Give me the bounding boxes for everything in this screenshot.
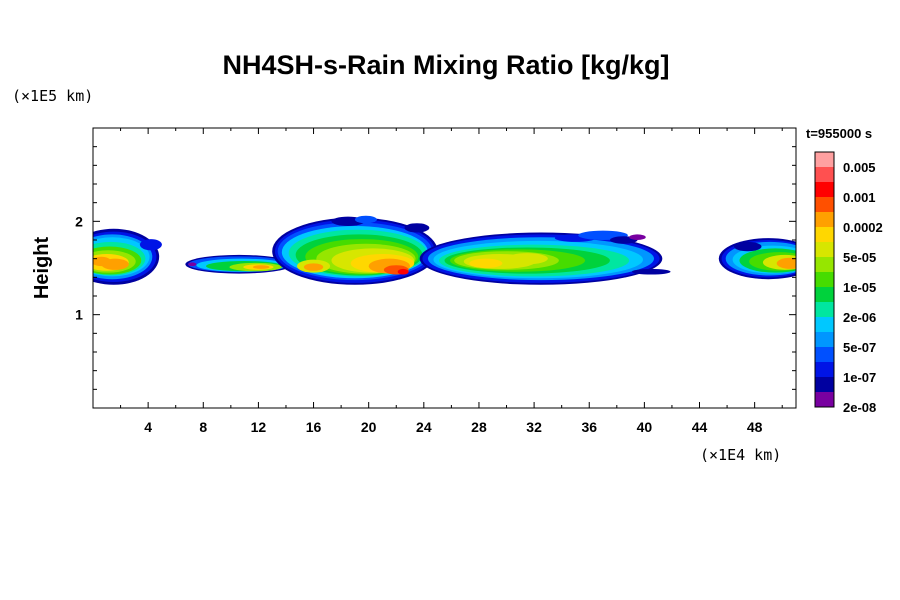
colorbar-swatch — [815, 227, 834, 242]
cloud-fragment — [188, 262, 197, 267]
cloud-contour — [252, 265, 270, 269]
x-tick-label: 4 — [144, 419, 152, 435]
colorbar-frame — [814, 151, 835, 408]
cloud-fragment — [631, 268, 671, 275]
x-tick-label: 36 — [581, 419, 597, 435]
x-tick-label: 44 — [692, 419, 708, 435]
y-axis-label: Height — [31, 237, 53, 300]
x-unit-label: (×1E4 km) — [700, 446, 781, 464]
cloud-region — [419, 232, 663, 285]
colorbar-swatch — [815, 272, 834, 287]
colorbar-label: 2e-06 — [843, 310, 876, 325]
y-tick-label: 2 — [75, 213, 83, 229]
cloud-region — [272, 217, 438, 285]
colorbar-label: 5e-07 — [843, 340, 876, 355]
colorbar-swatch — [815, 287, 834, 302]
colorbar-swatch — [815, 167, 834, 182]
colorbar-label: 2e-08 — [843, 400, 876, 415]
x-tick-label: 12 — [251, 419, 267, 435]
time-label: t=955000 s — [806, 126, 872, 141]
cloud-fragment — [404, 223, 430, 233]
cloud-field — [93, 215, 796, 285]
colorbar-label: 1e-07 — [843, 370, 876, 385]
y-unit-label: (×1E5 km) — [12, 87, 93, 105]
cloud-region — [185, 254, 293, 274]
x-tick-label: 40 — [637, 419, 653, 435]
x-tick-label: 28 — [471, 419, 487, 435]
chart-title: NH4SH-s-Rain Mixing Ratio [kg/kg] — [222, 50, 669, 80]
cloud-fragment — [139, 239, 162, 251]
cloud-contour — [397, 268, 409, 275]
cloud-fragments — [139, 215, 762, 275]
colorbar-swatch — [815, 392, 834, 407]
cloud-region — [93, 228, 160, 285]
cloud-fragment — [629, 234, 646, 240]
colorbar-swatch — [815, 377, 834, 392]
colorbar-swatch — [815, 302, 834, 317]
colorbar-label: 0.005 — [843, 160, 876, 175]
plot-frame — [92, 127, 797, 409]
colorbar-swatch — [815, 332, 834, 347]
colorbar-label: 0.001 — [843, 190, 876, 205]
cloud-contour — [303, 263, 324, 271]
colorbar-swatch — [815, 152, 834, 167]
x-tick-label: 48 — [747, 419, 763, 435]
colorbar-swatch — [815, 197, 834, 212]
x-tick-label: 8 — [199, 419, 207, 435]
colorbar-swatch — [815, 347, 834, 362]
x-tick-label: 20 — [361, 419, 377, 435]
colorbar-label: 1e-05 — [843, 280, 876, 295]
x-tick-label: 16 — [306, 419, 322, 435]
colorbar-swatch — [815, 257, 834, 272]
x-tick-label: 24 — [416, 419, 432, 435]
x-tick-label: 32 — [526, 419, 542, 435]
cloud-region — [718, 238, 796, 280]
colorbar: 0.005 0.001 0.0002 5e-05 1e-05 2e-06 5e-07 1e-0… — [814, 151, 883, 415]
y-tick-label: 1 — [75, 307, 83, 323]
cloud-fragment — [733, 241, 762, 252]
cloud-contour — [469, 258, 503, 269]
colorbar-swatch — [815, 182, 834, 197]
colorbar-label: 5e-05 — [843, 250, 876, 265]
cloud-fragment — [354, 215, 377, 224]
colorbar-label: 0.0002 — [843, 220, 883, 235]
colorbar-swatch — [815, 242, 834, 257]
colorbar-swatch — [815, 362, 834, 377]
colorbar-swatch — [815, 212, 834, 227]
colorbar-swatch — [815, 317, 834, 332]
cloud-contour — [776, 257, 796, 269]
cloud-contour — [506, 253, 548, 265]
cloud-contour — [93, 256, 111, 267]
